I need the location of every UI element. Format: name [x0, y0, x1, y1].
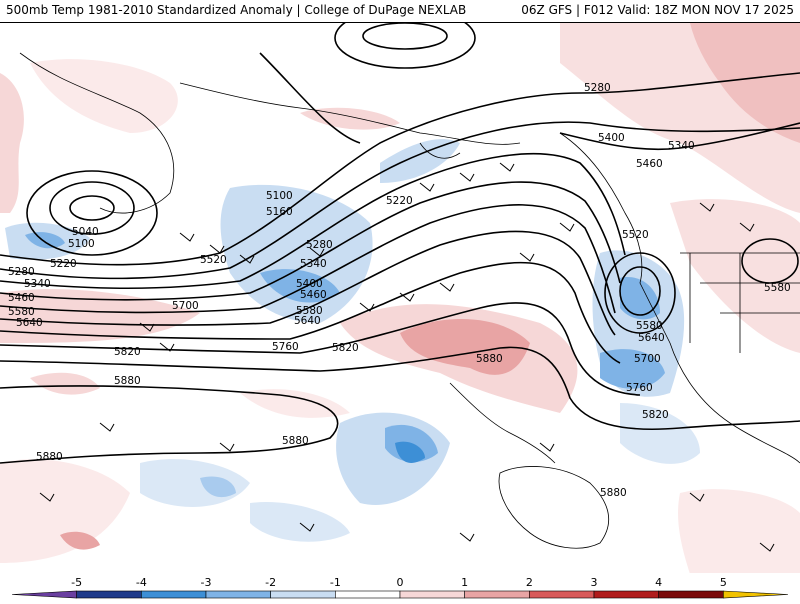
warm-anomaly-shading: [0, 23, 800, 574]
height-label: 5640: [638, 332, 665, 344]
contour-labels: 5040 5100 5220 5280 5340 5460 5580 5640 …: [8, 82, 791, 499]
height-label: 5700: [634, 353, 661, 365]
height-label: 5820: [332, 342, 359, 354]
colorbar-swatch: [399, 590, 465, 599]
colorbar-swatch: [335, 590, 401, 599]
height-label: 5580: [296, 305, 323, 317]
height-label: 5880: [600, 487, 627, 499]
height-label: 5280: [8, 266, 35, 278]
height-label: 5520: [622, 229, 649, 241]
height-label: 5640: [16, 317, 43, 329]
colorbar-swatch: [658, 590, 724, 599]
colorbar-swatch: [11, 590, 77, 599]
colorbar-tick-labels: -5 -4 -3 -2 -1 0 1 2 3 4 5: [71, 576, 727, 589]
colorbar-tick-label: -1: [330, 576, 341, 589]
colorbar-tick-label: -3: [201, 576, 212, 589]
height-label: 5280: [306, 239, 333, 251]
height-label: 5460: [300, 289, 327, 301]
height-label: 5880: [282, 435, 309, 447]
height-label: 5880: [114, 375, 141, 387]
model-run-title: 06Z GFS | F012 Valid: 18Z MON NOV 17 202…: [521, 3, 794, 17]
height-label: 5820: [114, 346, 141, 358]
coastlines: [19, 52, 800, 549]
height-label: 5340: [24, 278, 51, 290]
anomaly-map: 5040 5100 5220 5280 5340 5460 5580 5640 …: [0, 23, 800, 574]
height-label: 5580: [764, 282, 791, 294]
height-label: 5880: [36, 451, 63, 463]
height-label: 5760: [272, 341, 299, 353]
height-label: 5460: [636, 158, 663, 170]
height-contours: [0, 23, 800, 464]
height-label: 5400: [296, 278, 323, 290]
height-label: 5280: [584, 82, 611, 94]
height-label: 5220: [386, 195, 413, 207]
height-label: 5760: [626, 382, 653, 394]
map-panel: 5040 5100 5220 5280 5340 5460 5580 5640 …: [0, 22, 800, 575]
header: 500mb Temp 1981-2010 Standardized Anomal…: [0, 0, 800, 22]
height-label: 5460: [8, 292, 35, 304]
height-label: 5100: [68, 238, 95, 250]
height-label: 5700: [172, 300, 199, 312]
colorbar-tick-label: -4: [136, 576, 147, 589]
height-label: 5580: [8, 306, 35, 318]
map-title: 500mb Temp 1981-2010 Standardized Anomal…: [6, 3, 467, 17]
height-label: 5040: [72, 226, 99, 238]
cold-anomaly-shading: [5, 139, 700, 542]
height-label: 5580: [636, 320, 663, 332]
colorbar-tick-label: 0: [397, 576, 404, 589]
colorbar-swatch: [723, 590, 789, 599]
height-label: 5400: [598, 132, 625, 144]
colorbar-legend: -5 -4 -3 -2 -1 0 1 2 3 4 5: [0, 573, 800, 600]
height-label: 5520: [200, 254, 227, 266]
colorbar-swatch: [141, 590, 207, 599]
colorbar-swatch: [593, 590, 659, 599]
colorbar-tick-label: 3: [591, 576, 598, 589]
wind-barbs: [39, 162, 775, 552]
height-label: 5340: [300, 258, 327, 270]
colorbar-swatches: [11, 590, 789, 599]
colorbar-swatch: [464, 590, 530, 599]
colorbar-tick-label: 5: [720, 576, 727, 589]
colorbar-tick-label: 2: [526, 576, 533, 589]
height-label: 5160: [266, 206, 293, 218]
colorbar-tick-label: -2: [265, 576, 276, 589]
colorbar-swatch: [270, 590, 336, 599]
height-label: 5340: [668, 140, 695, 152]
height-label: 5880: [476, 353, 503, 365]
colorbar-tick-label: -5: [71, 576, 82, 589]
colorbar-tick-label: 1: [461, 576, 468, 589]
height-label: 5640: [294, 315, 321, 327]
colorbar-swatch: [76, 590, 142, 599]
colorbar-swatch: [529, 590, 595, 599]
height-label: 5820: [642, 409, 669, 421]
colorbar-swatch: [205, 590, 271, 599]
height-label: 5220: [50, 258, 77, 270]
colorbar: -5 -4 -3 -2 -1 0 1 2 3 4 5: [11, 576, 789, 599]
colorbar-tick-label: 4: [655, 576, 662, 589]
height-label: 5100: [266, 190, 293, 202]
